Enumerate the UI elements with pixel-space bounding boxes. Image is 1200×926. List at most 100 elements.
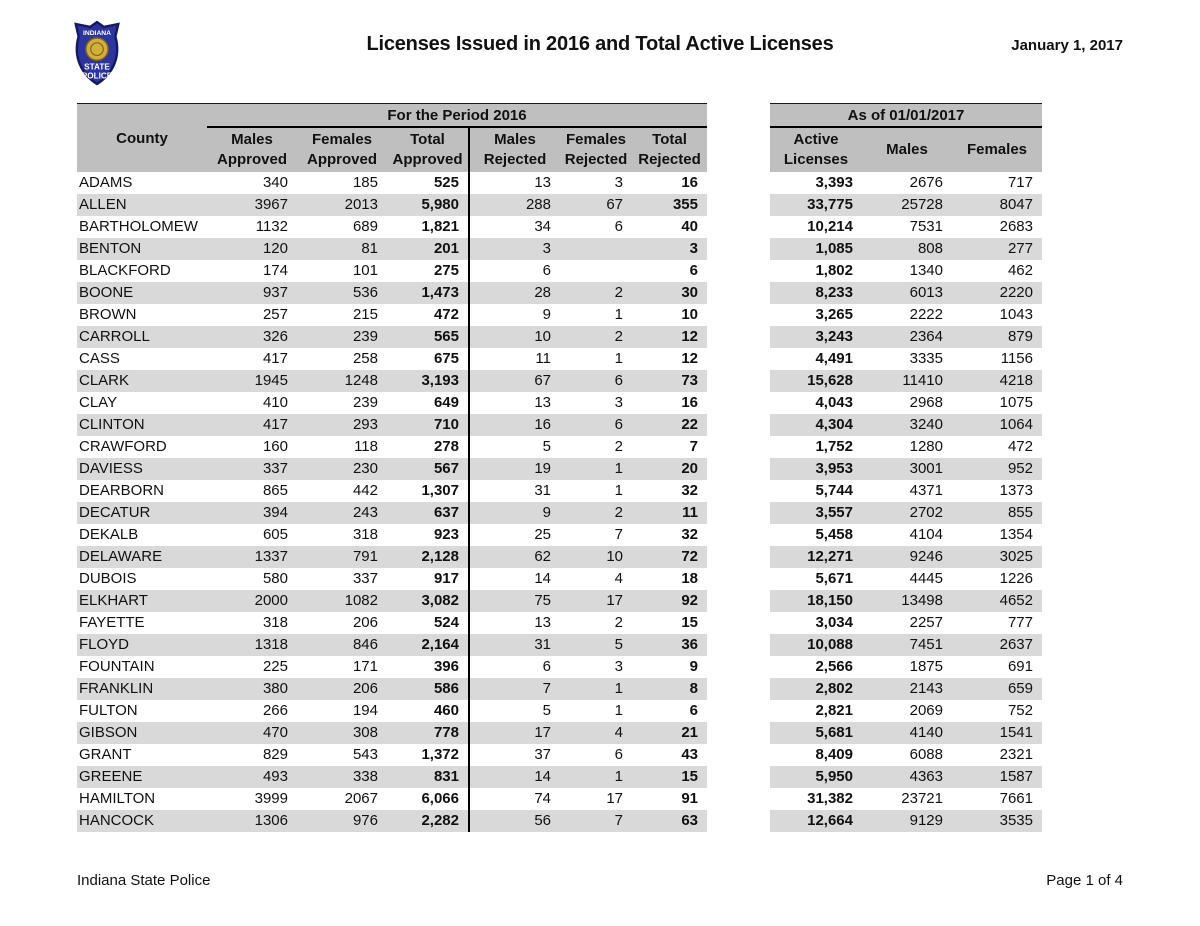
county-cell: DELAWARE bbox=[79, 548, 163, 565]
county-cell: BLACKFORD bbox=[79, 262, 171, 279]
active-licenses-cell: 18,150 bbox=[807, 592, 853, 609]
active-licenses-cell: 5,458 bbox=[815, 526, 853, 543]
males-approved-cell: 1337 bbox=[254, 548, 288, 565]
females-approved-cell: 81 bbox=[361, 240, 378, 257]
females-approved-cell: 1082 bbox=[344, 592, 378, 609]
males-approved-column-header: Males Approved bbox=[216, 131, 287, 168]
females-rejected-cell: 2 bbox=[614, 438, 623, 455]
total-rejected-cell: 92 bbox=[681, 592, 698, 609]
males-approved-cell: 340 bbox=[262, 174, 288, 191]
county-cell: FAYETTE bbox=[79, 614, 145, 631]
males-approved-cell: 174 bbox=[262, 262, 288, 279]
total-approved-cell: 917 bbox=[387, 568, 470, 590]
active-licenses-table: As of 01/01/2017 Active Licenses Males F… bbox=[770, 103, 1042, 832]
active-licenses-cell: 10,088 bbox=[807, 636, 853, 653]
females-cell: 2220 bbox=[999, 284, 1033, 301]
total-approved-cell: 710 bbox=[387, 414, 470, 436]
active-licenses-cell: 3,557 bbox=[815, 504, 853, 521]
females-cell: 1373 bbox=[999, 482, 1033, 499]
females-rejected-cell: 2 bbox=[614, 504, 623, 521]
table-row: 4,043 2968 1075 bbox=[770, 392, 1042, 414]
county-cell: FOUNTAIN bbox=[79, 658, 155, 675]
males-approved-cell: 160 bbox=[262, 438, 288, 455]
total-rejected-cell: 32 bbox=[681, 482, 698, 499]
table-row: BARTHOLOMEW 1132 689 1,821 34 6 40 bbox=[77, 216, 707, 238]
females-cell: 4218 bbox=[999, 372, 1033, 389]
females-rejected-cell: 6 bbox=[614, 372, 623, 389]
table-row: DUBOIS 580 337 917 14 4 18 bbox=[77, 568, 707, 590]
page-title: Licenses Issued in 2016 and Total Active… bbox=[366, 33, 834, 55]
males-rejected-column-header: Males Rejected bbox=[483, 131, 547, 168]
total-rejected-cell: 8 bbox=[689, 680, 698, 697]
females-rejected-cell: 6 bbox=[614, 746, 623, 763]
males-rejected-cell: 3 bbox=[542, 240, 551, 257]
total-rejected-cell: 20 bbox=[681, 460, 698, 477]
table-row: GIBSON 470 308 778 17 4 21 bbox=[77, 722, 707, 744]
total-approved-cell: 2,282 bbox=[387, 810, 470, 832]
total-approved-cell: 525 bbox=[387, 172, 470, 194]
males-rejected-cell: 37 bbox=[534, 746, 551, 763]
males-approved-cell: 120 bbox=[262, 240, 288, 257]
males-rejected-cell: 75 bbox=[534, 592, 551, 609]
males-rejected-cell: 13 bbox=[534, 614, 551, 631]
active-licenses-table-body: 3,393 2676 717 33,775 25728 8047 10,214 … bbox=[770, 172, 1042, 832]
table-row: 3,953 3001 952 bbox=[770, 458, 1042, 480]
females-rejected-cell: 2 bbox=[614, 328, 623, 345]
males-cell: 3335 bbox=[909, 350, 943, 367]
females-approved-cell: 206 bbox=[352, 614, 378, 631]
females-cell: 1075 bbox=[999, 394, 1033, 411]
males-cell: 4104 bbox=[909, 526, 943, 543]
badge-text-state: STATE bbox=[84, 62, 110, 71]
active-licenses-cell: 2,566 bbox=[815, 658, 853, 675]
total-rejected-cell: 6 bbox=[689, 702, 698, 719]
table-row: FOUNTAIN 225 171 396 6 3 9 bbox=[77, 656, 707, 678]
table-row: DECATUR 394 243 637 9 2 11 bbox=[77, 502, 707, 524]
females-rejected-cell: 6 bbox=[614, 218, 623, 235]
table-row: 2,566 1875 691 bbox=[770, 656, 1042, 678]
males-cell: 7451 bbox=[909, 636, 943, 653]
county-cell: CLARK bbox=[79, 372, 130, 389]
active-licenses-cell: 5,671 bbox=[815, 570, 853, 587]
males-rejected-cell: 19 bbox=[534, 460, 551, 477]
males-cell: 2257 bbox=[909, 614, 943, 631]
county-cell: FRANKLIN bbox=[79, 680, 154, 697]
table-row: CLINTON 417 293 710 16 6 22 bbox=[77, 414, 707, 436]
table-row: 12,664 9129 3535 bbox=[770, 810, 1042, 832]
males-approved-cell: 829 bbox=[262, 746, 288, 763]
total-approved-cell: 649 bbox=[387, 392, 470, 414]
total-rejected-cell: 11 bbox=[682, 504, 698, 521]
as-of-group-header: As of 01/01/2017 bbox=[770, 104, 1042, 128]
females-cell: 2683 bbox=[999, 218, 1033, 235]
females-approved-cell: 976 bbox=[352, 812, 378, 829]
females-cell: 7661 bbox=[999, 790, 1033, 807]
table-row: 18,150 13498 4652 bbox=[770, 590, 1042, 612]
total-approved-cell: 567 bbox=[387, 458, 470, 480]
total-rejected-cell: 36 bbox=[681, 636, 698, 653]
county-cell: FLOYD bbox=[79, 636, 130, 653]
females-cell: 472 bbox=[1007, 438, 1033, 455]
active-licenses-cell: 3,243 bbox=[815, 328, 853, 345]
total-approved-cell: 3,082 bbox=[387, 590, 470, 612]
males-cell: 808 bbox=[917, 240, 943, 257]
active-licenses-cell: 10,214 bbox=[807, 218, 853, 235]
males-rejected-cell: 17 bbox=[534, 724, 551, 741]
table-row: 2,802 2143 659 bbox=[770, 678, 1042, 700]
total-rejected-cell: 32 bbox=[681, 526, 698, 543]
active-licenses-cell: 8,233 bbox=[815, 284, 853, 301]
males-cell: 4371 bbox=[909, 482, 943, 499]
total-approved-cell: 1,372 bbox=[387, 744, 470, 766]
table-row: DAVIESS 337 230 567 19 1 20 bbox=[77, 458, 707, 480]
females-rejected-cell: 1 bbox=[614, 768, 623, 785]
males-cell: 7531 bbox=[909, 218, 943, 235]
table-row: HANCOCK 1306 976 2,282 56 7 63 bbox=[77, 810, 707, 832]
table-row: 4,491 3335 1156 bbox=[770, 348, 1042, 370]
total-rejected-cell: 3 bbox=[689, 240, 698, 257]
females-approved-cell: 293 bbox=[352, 416, 378, 433]
males-cell: 6013 bbox=[909, 284, 943, 301]
males-rejected-cell: 9 bbox=[542, 504, 551, 521]
females-rejected-cell: 5 bbox=[614, 636, 623, 653]
females-rejected-cell bbox=[560, 238, 632, 260]
active-licenses-column-header: Active Licenses bbox=[783, 131, 849, 168]
county-cell: CLINTON bbox=[79, 416, 145, 433]
